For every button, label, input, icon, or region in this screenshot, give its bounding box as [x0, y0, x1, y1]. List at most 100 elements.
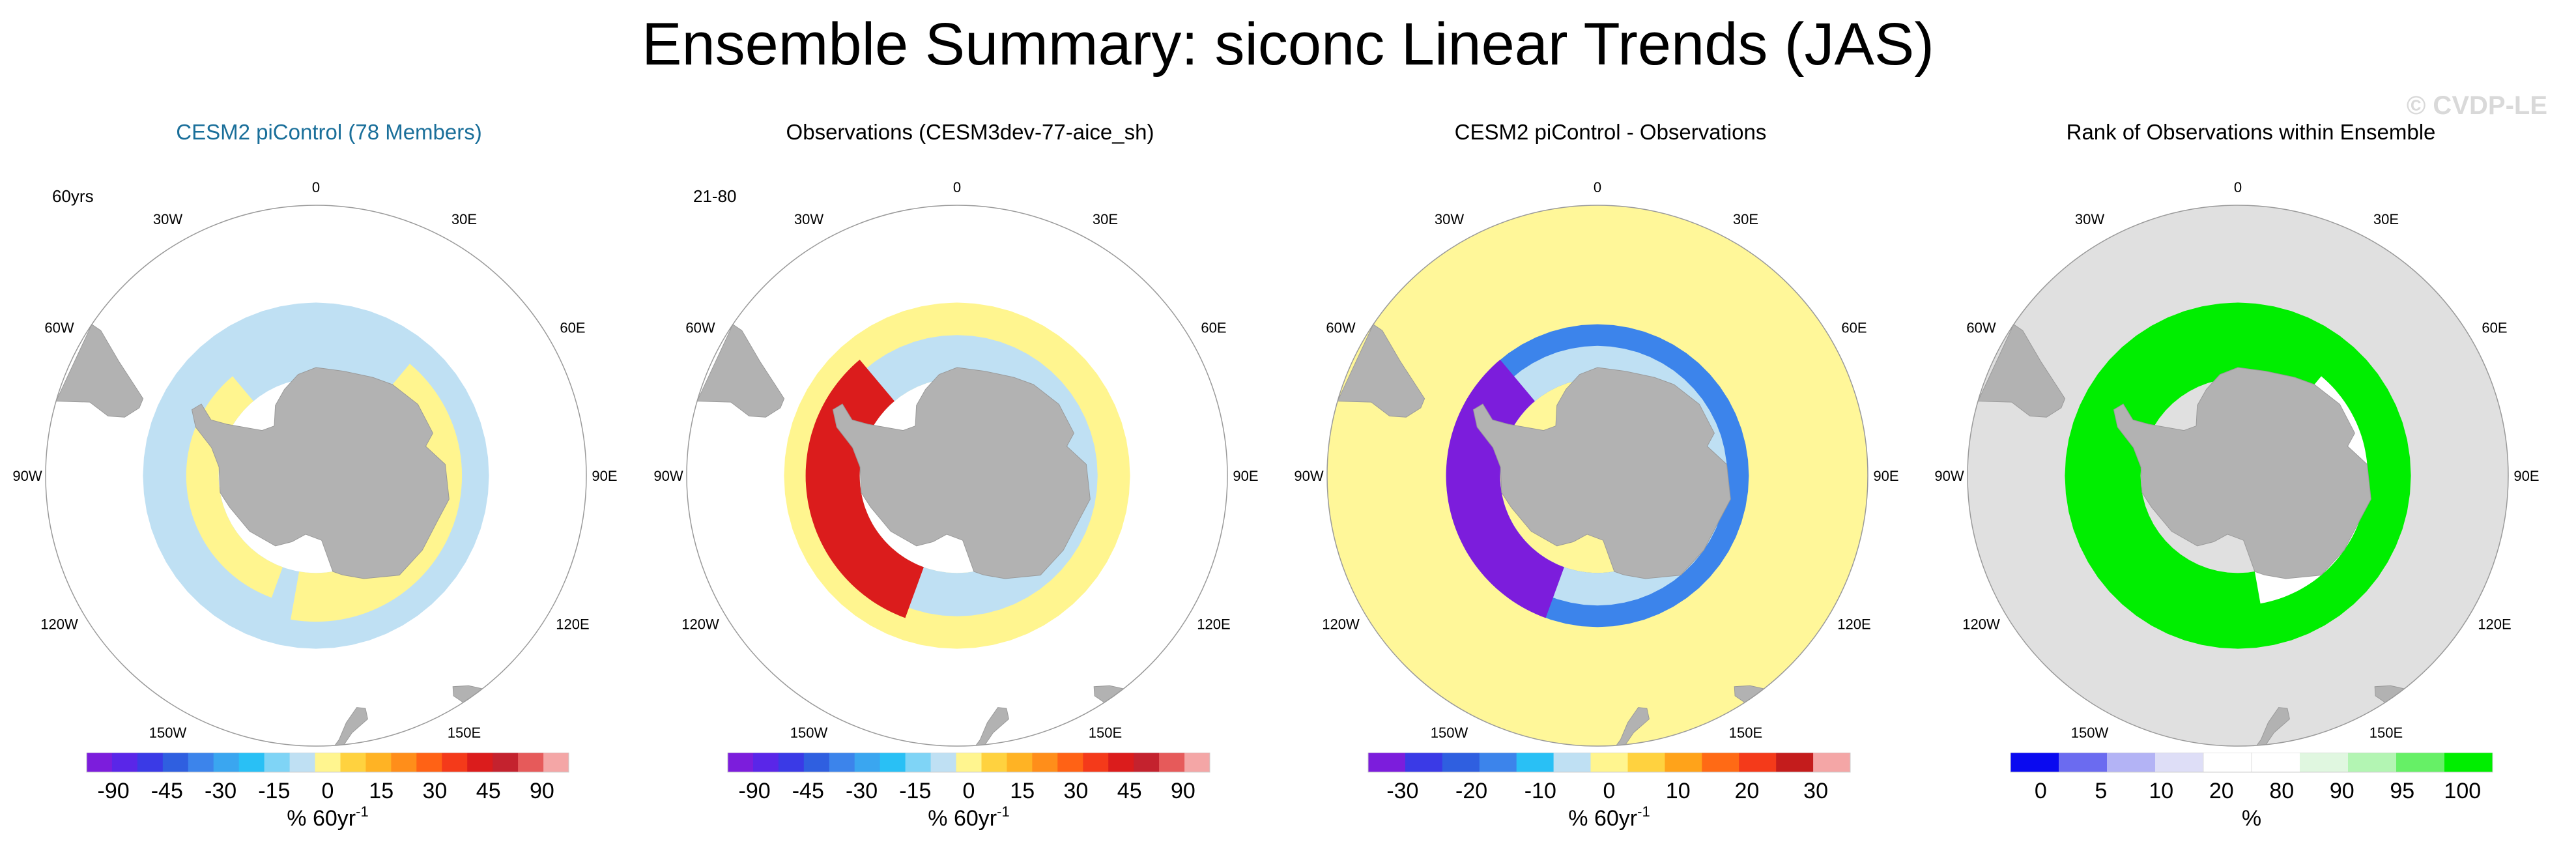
lon-label: 30W [794, 211, 823, 227]
polar-map: 030E60E90E120E150E180150W120W90W60W30W [1294, 179, 1898, 773]
lon-label: 60E [1841, 320, 1867, 336]
colorbar-swatch [289, 753, 315, 772]
colorbar-swatch [1007, 753, 1033, 772]
lon-label: 0 [953, 179, 961, 195]
colorbar-swatch [391, 753, 417, 772]
colorbar-tick-label: -90 [98, 779, 130, 803]
colorbar-swatch [137, 753, 164, 772]
colorbar-tick-label: -15 [899, 779, 931, 803]
lon-label: 90W [1934, 468, 1964, 484]
colorbar-swatch [2059, 753, 2108, 772]
lon-label: 60W [1326, 320, 1355, 336]
land-mass [325, 707, 368, 746]
colorbar-swatch [162, 753, 189, 772]
colorbar-swatch [543, 753, 569, 772]
colorbar: -90 -45 -30 -15 0 15 30 45 90 % 60yr-1 [727, 753, 1210, 831]
colorbar-swatch [2348, 753, 2397, 772]
colorbar-frame [1367, 753, 1851, 773]
polar-map: 030E60E90E120E150E180150W120W90W60W30W [1934, 179, 2539, 773]
map-border [1967, 205, 2509, 747]
colorbar-swatch [1516, 753, 1554, 772]
corner-label: 21-80 [693, 186, 737, 206]
land-mass [966, 707, 1009, 746]
map-border [686, 205, 1228, 747]
field-band [1446, 360, 1564, 618]
lon-label: 30W [1435, 211, 1464, 227]
colorbar-swatch [829, 753, 855, 772]
colorbar-swatch [981, 753, 1007, 772]
colorbar-unit-label: % 60yr-1 [287, 803, 368, 831]
panel-title: CESM2 piControl - Observations [1454, 120, 1767, 144]
colorbar-tick-label: 30 [422, 779, 447, 803]
colorbar-swatch [2107, 753, 2156, 772]
colorbar-swatch [905, 753, 931, 772]
colorbar-swatch [1553, 753, 1591, 772]
land-mass [1607, 707, 1650, 746]
lon-label: 90W [12, 468, 42, 484]
lon-label: 0 [312, 179, 320, 195]
lon-label: 150W [790, 725, 828, 741]
colorbar-swatch [880, 753, 906, 772]
colorbar: 0 5 10 20 80 90 95 100% [2010, 753, 2493, 831]
land-mass [1691, 188, 1732, 201]
colorbar-swatch [1813, 753, 1851, 772]
colorbar-tick-label: 0 [322, 779, 334, 803]
colorbar-tick-label: 45 [476, 779, 501, 803]
lon-label: 30W [153, 211, 182, 227]
lon-label: 0 [2234, 179, 2242, 195]
colorbar-tick-label: 90 [1171, 779, 1195, 803]
colorbar-swatch [340, 753, 366, 772]
colorbar-tick-label: 15 [369, 779, 394, 803]
lon-label: 90E [592, 468, 617, 484]
colorbar-swatch [1702, 753, 1739, 772]
lon-label: 90E [1873, 468, 1898, 484]
land-mass [55, 324, 144, 418]
colorbar-tick-label: 10 [1666, 779, 1691, 803]
colorbar-unit-superscript: -1 [356, 803, 369, 820]
colorbar-swatch [1083, 753, 1109, 772]
colorbar-tick-label: 45 [1117, 779, 1142, 803]
lon-label: 150W [149, 725, 187, 741]
antarctica-land [2113, 367, 2371, 579]
colorbar-swatch [752, 753, 779, 772]
watermark-label: © CVDP-LE [2406, 91, 2547, 120]
colorbar-swatch [1032, 753, 1058, 772]
colorbar-swatch [1739, 753, 1777, 772]
colorbar-swatch [1057, 753, 1083, 772]
colorbar-swatch [111, 753, 138, 772]
colorbar-swatch [803, 753, 830, 772]
land-mass [696, 324, 785, 418]
colorbar-unit-label: % 60yr-1 [928, 803, 1009, 831]
colorbar-swatch [778, 753, 805, 772]
lon-label: 90E [1233, 468, 1258, 484]
land-mass [410, 188, 450, 201]
field-band [805, 360, 924, 618]
colorbar-swatch [213, 753, 240, 772]
colorbar-tick-label: -45 [792, 779, 824, 803]
colorbar-unit-superscript: -1 [997, 803, 1010, 820]
colorbar-swatch [1368, 753, 1406, 772]
land-mass [2247, 707, 2290, 746]
land-mass [2332, 188, 2372, 201]
map-border [1326, 205, 1868, 747]
colorbar-swatch [416, 753, 442, 772]
lon-label: 150W [2071, 725, 2109, 741]
lon-label: 90W [1294, 468, 1323, 484]
lon-label: 60E [560, 320, 585, 336]
colorbar-tick-label: 0 [1603, 779, 1616, 803]
colorbar-swatch [315, 753, 341, 772]
lon-label: 30E [2373, 211, 2399, 227]
lon-label: 150E [1089, 725, 1122, 741]
colorbar-unit-label: % [2242, 806, 2261, 831]
colorbar-swatch [467, 753, 493, 772]
antarctica-land [832, 367, 1091, 579]
lon-label: 60W [685, 320, 715, 336]
colorbar-tick-label: 90 [530, 779, 554, 803]
colorbar-swatch [518, 753, 544, 772]
panel-title: Observations (CESM3dev-77-aice_sh) [786, 120, 1154, 144]
colorbar-swatch [1108, 753, 1134, 772]
colorbar-tick-label: -30 [205, 779, 236, 803]
colorbar-tick-label: 10 [2149, 779, 2173, 803]
colorbar-swatch [728, 753, 754, 772]
colorbar-tick-label: -20 [1455, 779, 1487, 803]
